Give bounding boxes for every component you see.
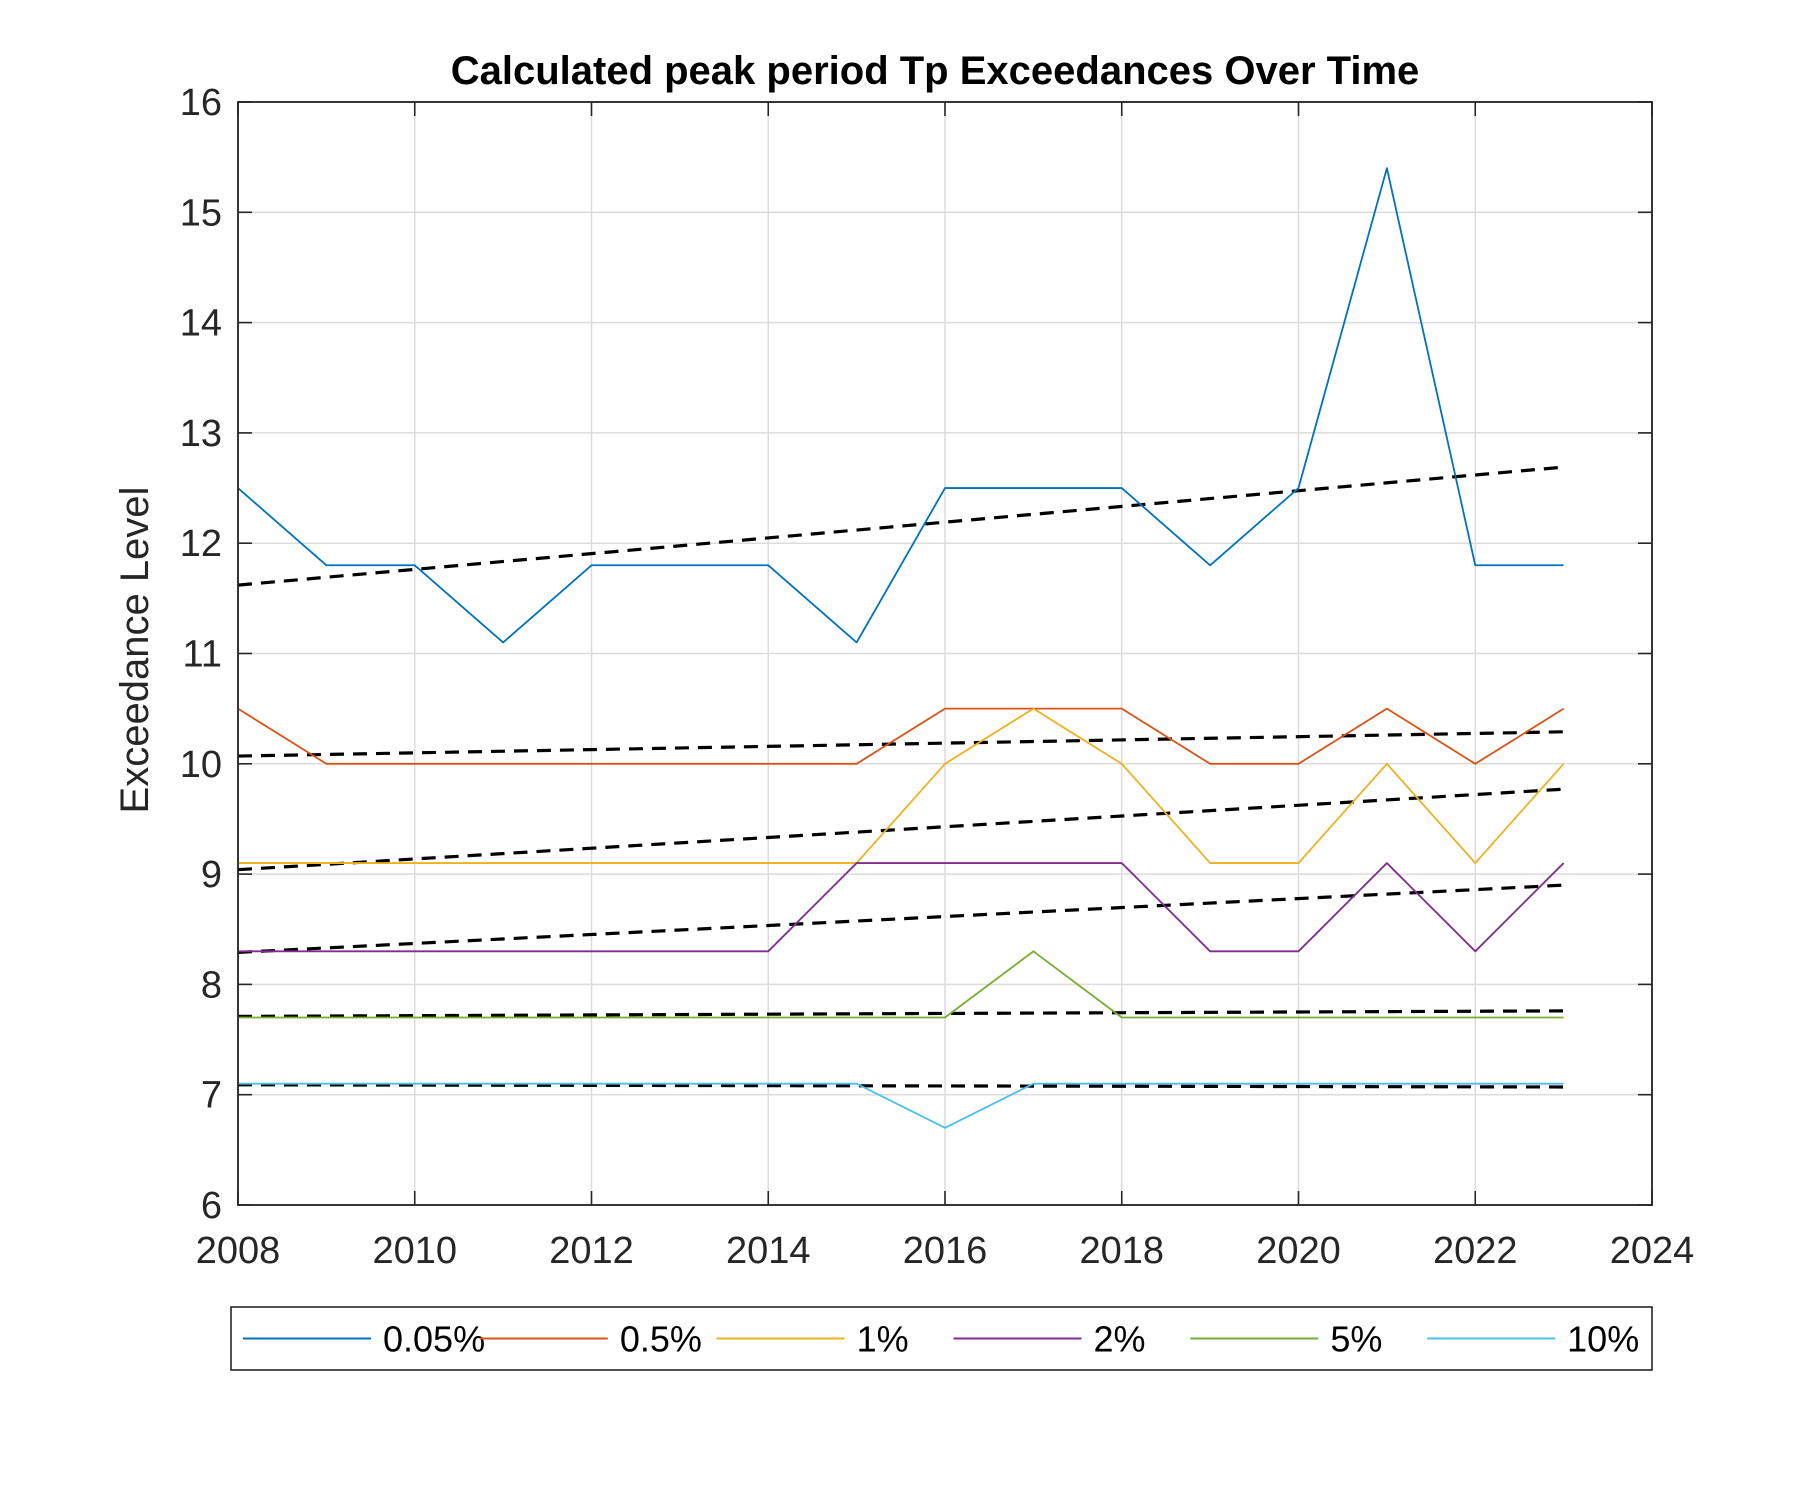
y-tick-label: 13 (180, 413, 222, 455)
trend-line (237, 1083, 1564, 1089)
trend-line (237, 787, 1564, 872)
y-tick-label: 16 (180, 82, 222, 124)
trend-line (237, 1009, 1564, 1018)
y-axis-tick-labels: 6 7 8 9 10 11 12 13 14 15 16 (180, 82, 222, 1227)
legend-box (230, 1306, 1653, 1371)
trend-line (237, 883, 1564, 955)
series-lines (237, 167, 1565, 1129)
y-tick-label: 7 (201, 1075, 222, 1117)
y-tick-label: 10 (180, 744, 222, 786)
series-line (237, 167, 1564, 644)
legend-entry-label: 10% (1567, 1319, 1639, 1360)
y-tick-label: 6 (201, 1185, 222, 1227)
x-tick-label: 2010 (372, 1230, 457, 1272)
x-tick-label: 2022 (1433, 1230, 1518, 1272)
legend-entry-label: 1% (857, 1319, 909, 1360)
series-line (238, 862, 1565, 953)
series-line (238, 950, 1564, 1019)
legend-entry-label: 0.05% (383, 1319, 485, 1360)
y-tick-label: 8 (201, 964, 222, 1006)
x-tick-label: 2008 (196, 1230, 281, 1272)
legend-entry-label: 5% (1330, 1319, 1382, 1360)
y-tick-label: 12 (180, 523, 222, 565)
x-tick-label: 2014 (726, 1230, 811, 1272)
y-tick-label: 14 (180, 303, 222, 345)
axis-ticks (237, 101, 1653, 1206)
x-axis-tick-labels: 2008 2010 2012 2014 2016 2018 2020 2022 2024 (196, 1230, 1695, 1272)
legend-entry-label: 0.5% (620, 1319, 702, 1360)
y-axis-label: Exceedance Level (113, 487, 157, 814)
x-tick-label: 2018 (1079, 1230, 1164, 1272)
chart-title: Calculated peak period Tp Exceedances Ov… (451, 49, 1420, 93)
x-tick-label: 2020 (1256, 1230, 1341, 1272)
x-tick-label: 2012 (549, 1230, 634, 1272)
x-tick-label: 2024 (1610, 1230, 1695, 1272)
trend-line (237, 465, 1564, 587)
y-tick-label: 15 (180, 192, 222, 234)
legend-entry-label: 2% (1094, 1319, 1146, 1360)
series-line (237, 707, 1565, 765)
series-line (238, 1082, 1564, 1129)
y-tick-label: 11 (183, 634, 222, 676)
y-tick-label: 9 (201, 854, 222, 896)
x-tick-label: 2016 (903, 1230, 988, 1272)
legend: 0.05% 0.5% 1% 2% 5% 10% (230, 1306, 1653, 1371)
series-line (238, 707, 1565, 864)
